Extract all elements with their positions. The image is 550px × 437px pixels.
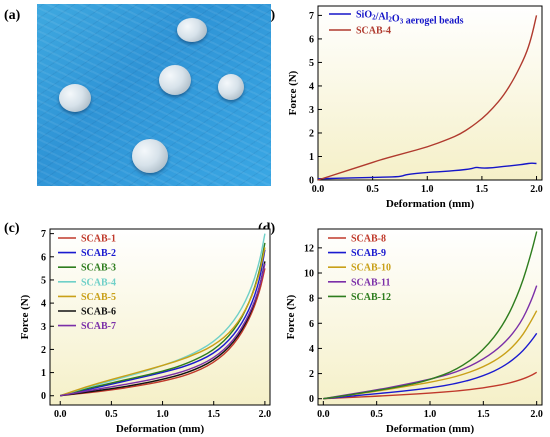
x-tick-label: 0.5 [370, 409, 383, 420]
plot-area [317, 228, 543, 406]
x-tick-label: 0.0 [54, 409, 67, 420]
y-axis-label: Force (N) [287, 70, 299, 115]
y-tick-label: 6 [309, 319, 314, 330]
y-tick-label: 1 [309, 152, 314, 163]
legend-label: SCAB-3 [81, 263, 116, 274]
series-line-scab-12 [323, 231, 538, 400]
y-tick-label: 0 [309, 176, 314, 187]
x-tick-label: 0.0 [317, 409, 330, 420]
legend-label: SCAB-7 [81, 321, 116, 332]
x-tick-label: 2.0 [530, 409, 543, 420]
panel-label-c: (c) [4, 221, 20, 236]
legend-label: SCAB-8 [351, 234, 386, 245]
legend-label: SCAB-12 [351, 292, 391, 303]
y-tick-label: 0 [309, 394, 314, 405]
x-axis-label: Deformation (mm) [386, 198, 475, 210]
aerogel-bead [132, 139, 168, 173]
y-tick-label: 5 [309, 58, 314, 69]
legend-label: SCAB-4 [356, 26, 391, 37]
x-tick-label: 1.0 [421, 184, 434, 195]
x-tick-label: 1.5 [207, 409, 220, 420]
y-tick-label: 6 [309, 34, 314, 45]
x-tick-label: 0.0 [312, 184, 325, 195]
series-line-scab-7 [60, 263, 266, 397]
x-tick-label: 2.0 [259, 409, 272, 420]
y-tick-label: 4 [309, 81, 314, 92]
aerogel-bead [177, 18, 207, 42]
y-tick-label: 7 [41, 229, 46, 240]
series-line-scab-8 [323, 371, 538, 400]
y-tick-label: 3 [309, 105, 314, 116]
legend-label: SCAB-11 [351, 277, 390, 288]
legend-label: SCAB-9 [351, 248, 386, 259]
aerogel-bead [59, 84, 91, 112]
x-axis-label: Deformation (mm) [386, 423, 475, 435]
series-line-sio2-al2o3-aerogel-beads [317, 162, 537, 180]
legend-label: SiO2/Al2O3 aerogel beads [356, 10, 464, 27]
legend-label: SCAB-4 [81, 277, 116, 288]
y-axis-label: Force (N) [19, 294, 31, 339]
y-tick-label: 7 [309, 11, 314, 22]
legend-label: SCAB-10 [351, 263, 391, 274]
x-tick-label: 1.5 [476, 184, 489, 195]
y-tick-label: 4 [41, 299, 46, 310]
x-tick-label: 1.0 [156, 409, 169, 420]
series-line-scab-6 [60, 261, 266, 397]
y-tick-label: 2 [309, 128, 314, 139]
legend-label: SCAB-6 [81, 307, 116, 318]
y-tick-label: 6 [41, 252, 46, 263]
y-tick-label: 1 [41, 368, 46, 379]
series-line-scab-4 [317, 15, 538, 181]
x-tick-label: 1.5 [477, 409, 490, 420]
legend-label: SCAB-1 [81, 234, 116, 245]
y-tick-label: 10 [304, 269, 314, 280]
x-tick-label: 1.0 [424, 409, 437, 420]
series-line-scab-5 [59, 247, 266, 397]
y-tick-label: 2 [41, 345, 46, 356]
panel-label-a: (a) [4, 8, 21, 23]
legend-label: SCAB-2 [81, 248, 116, 259]
plot-area [49, 228, 271, 406]
series-line-scab-9 [323, 332, 538, 400]
y-tick-label: 4 [309, 344, 314, 355]
y-tick-label: 3 [41, 322, 46, 333]
y-tick-label: 8 [309, 294, 314, 305]
aerogel-bead [159, 65, 191, 95]
aerogel-beads-photo [37, 4, 271, 186]
series-line-scab-1 [60, 268, 266, 397]
y-tick-label: 5 [41, 275, 46, 286]
x-tick-label: 0.5 [366, 184, 379, 195]
x-tick-label: 0.5 [105, 409, 118, 420]
y-axis-label: Force (N) [285, 294, 297, 339]
y-tick-label: 2 [309, 369, 314, 380]
y-tick-label: 0 [41, 391, 46, 402]
aerogel-bead [218, 74, 244, 100]
y-tick-label: 12 [304, 243, 314, 254]
x-tick-label: 2.0 [530, 184, 543, 195]
series-line-scab-2 [60, 249, 266, 397]
legend-label: SCAB-5 [81, 292, 116, 303]
x-axis-label: Deformation (mm) [116, 423, 205, 435]
